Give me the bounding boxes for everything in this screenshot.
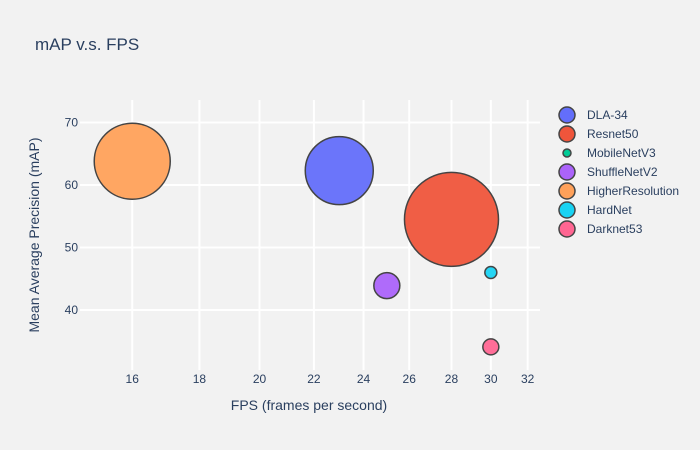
x-tick-label-24: 24 (357, 372, 371, 386)
bubble-hardnet[interactable] (484, 265, 498, 280)
legend-label-dla-34: DLA-34 (587, 108, 628, 122)
y-tick-label-40: 40 (65, 303, 79, 317)
x-tick-label-30: 30 (484, 372, 498, 386)
legend-item-higherresolution[interactable]: HigherResolution (558, 182, 679, 200)
legend-item-hardnet[interactable]: HardNet (558, 201, 632, 219)
x-tick-label-20: 20 (253, 372, 267, 386)
bubble-resnet50[interactable] (403, 171, 500, 268)
legend-item-mobilenetv3[interactable]: MobileNetV3 (562, 146, 656, 160)
legend-marker-shufflenetv2 (558, 163, 576, 181)
legend-item-darknet53[interactable]: Darknet53 (558, 220, 643, 238)
x-axis-title: FPS (frames per second) (231, 397, 387, 413)
legend-label-darknet53: Darknet53 (587, 222, 643, 236)
chart-title: mAP v.s. FPS (35, 35, 139, 54)
legend-marker-mobilenetv3 (562, 148, 572, 158)
bubble-higherresolution[interactable] (93, 122, 171, 200)
x-tick-label-22: 22 (307, 372, 321, 386)
y-tick-label-50: 50 (65, 241, 79, 255)
legend[interactable]: DLA-34 Resnet50 MobileNetV3 ShuffleNetV2 Hig… (558, 106, 679, 238)
y-tick-label-60: 60 (65, 178, 79, 192)
legend-item-shufflenetv2[interactable]: ShuffleNetV2 (558, 163, 658, 181)
bubble-darknet53[interactable] (482, 338, 500, 356)
legend-marker-higherresolution (558, 182, 576, 200)
legend-item-resnet50[interactable]: Resnet50 (558, 125, 639, 143)
x-tick-label-16: 16 (126, 372, 140, 386)
y-tick-label-70: 70 (65, 116, 79, 130)
legend-label-resnet50: Resnet50 (587, 127, 639, 141)
bubble-dla-34[interactable] (304, 135, 375, 206)
legend-label-mobilenetv3: MobileNetV3 (587, 146, 656, 160)
x-tick-label-26: 26 (403, 372, 417, 386)
x-tick-label-32: 32 (521, 372, 535, 386)
y-axis-title: Mean Average Precision (mAP) (26, 137, 42, 332)
legend-label-higherresolution: HigherResolution (587, 184, 679, 198)
x-tick-label-18: 18 (193, 372, 207, 386)
x-tick-label-28: 28 (445, 372, 459, 386)
legend-label-shufflenetv2: ShuffleNetV2 (587, 165, 658, 179)
legend-marker-darknet53 (558, 220, 576, 238)
legend-marker-dla-34 (558, 106, 576, 124)
legend-marker-hardnet (558, 201, 576, 219)
tick-labels: 16 18 20 22 24 26 28 30 32 40 50 60 70 (65, 116, 535, 387)
bubble-shufflenetv2[interactable] (373, 271, 401, 300)
bubbles (93, 122, 500, 356)
legend-item-dla-34[interactable]: DLA-34 (558, 106, 628, 124)
legend-label-hardnet: HardNet (587, 203, 632, 217)
legend-marker-resnet50 (558, 125, 576, 143)
